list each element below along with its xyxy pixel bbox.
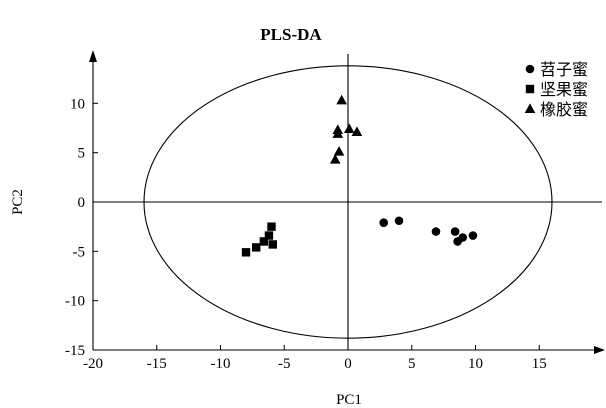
y-tick-label: -5	[73, 244, 86, 260]
axes-layer	[89, 50, 605, 354]
square-point	[252, 243, 261, 252]
x-tick-label: 5	[408, 356, 416, 372]
square-point	[268, 240, 277, 249]
circle-point	[458, 233, 468, 242]
series-square	[241, 222, 277, 257]
series-triangle	[329, 94, 363, 164]
y-axis-label: PC2	[10, 189, 26, 215]
y-tick-label: -15	[65, 343, 85, 359]
x-tick-label: 10	[468, 356, 483, 372]
x-axis-label: PC1	[336, 392, 362, 408]
series-circle	[379, 216, 478, 246]
legend-label: 苕子蜜	[540, 60, 588, 79]
square-point	[267, 222, 276, 231]
legend-marker-circle	[525, 64, 535, 74]
legend-marker-square	[525, 84, 535, 94]
legend-item: 坚果蜜	[525, 80, 588, 99]
y-tick-label: 5	[78, 146, 86, 162]
triangle-point	[336, 94, 347, 105]
x-tick-label: 15	[532, 356, 547, 372]
legend-label: 橡胶蜜	[540, 100, 588, 119]
y-tick-label: 10	[70, 96, 85, 112]
x-tick-label: -20	[83, 356, 103, 372]
x-tick-label: -5	[278, 356, 291, 372]
legend-marker-triangle	[524, 103, 536, 113]
x-tick-label: -15	[147, 356, 167, 372]
y-tick-label: 0	[78, 195, 86, 211]
circle-point	[431, 227, 441, 236]
circle-point	[379, 218, 389, 228]
square-point	[264, 231, 274, 240]
circle-point	[450, 227, 460, 236]
x-tick-label: -10	[211, 356, 231, 372]
circle-point	[468, 231, 478, 240]
y-axis-arrow	[89, 50, 97, 62]
triangle-point	[333, 146, 345, 156]
legend-item: 橡胶蜜	[524, 100, 588, 119]
y-tick-label: -10	[65, 294, 85, 310]
x-tick-label: 0	[344, 356, 352, 372]
points-layer	[241, 94, 478, 257]
legend-item: 苕子蜜	[525, 60, 588, 79]
x-axis-arrow	[594, 346, 605, 354]
triangle-point	[343, 123, 355, 133]
chart-title: PLS-DA	[260, 25, 322, 44]
triangle-point	[351, 126, 363, 136]
square-point	[241, 248, 251, 257]
triangle-point	[332, 128, 344, 138]
circle-point	[394, 216, 404, 226]
triangle-point	[329, 153, 341, 164]
legend-label: 坚果蜜	[540, 80, 588, 99]
square-point	[259, 237, 269, 246]
